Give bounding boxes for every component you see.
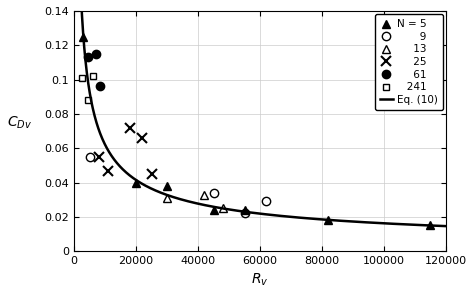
Legend: N = 5,        9,      13,      25,      61,    241, Eq. (10): N = 5, 9, 13, 25, 61, 241, Eq. (10): [375, 14, 443, 110]
Y-axis label: $C_{Dv}$: $C_{Dv}$: [7, 115, 32, 131]
X-axis label: $R_v$: $R_v$: [251, 272, 269, 288]
